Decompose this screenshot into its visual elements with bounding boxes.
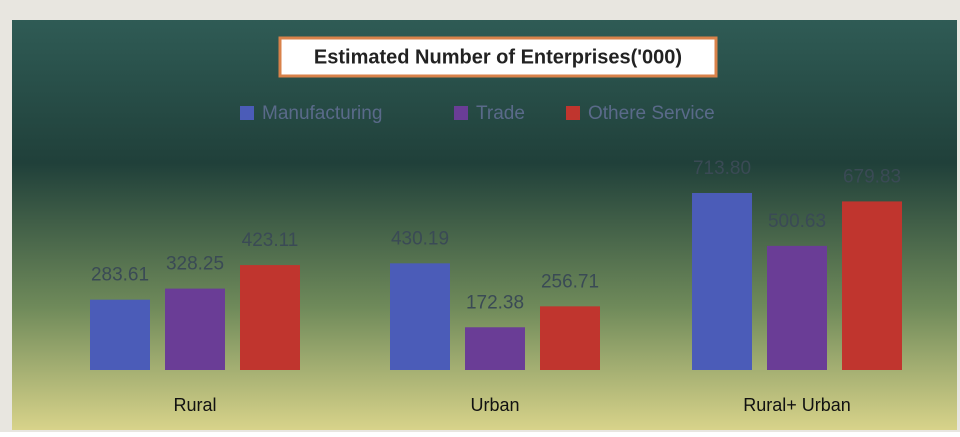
chart-title: Estimated Number of Enterprises('000) [314,46,682,68]
bar [240,265,300,370]
x-tick-label: Urban [470,395,519,415]
bar [842,201,902,370]
data-label: 256.71 [541,271,599,292]
bar [390,263,450,370]
data-label: 328.25 [166,254,224,275]
bar [165,288,225,370]
data-label: 500.63 [768,211,826,232]
legend-label: Othere Service [588,103,715,124]
legend-label: Trade [476,103,525,124]
data-label: 172.38 [466,292,524,313]
bar [465,327,525,370]
data-label: 430.19 [391,228,449,249]
bar [692,193,752,370]
data-label: 713.80 [693,158,751,179]
bar [767,245,827,370]
bar [90,299,150,370]
title-box [278,36,718,78]
bar [540,306,600,370]
legend-swatch [566,106,580,120]
data-label: 679.83 [843,166,901,187]
legend-swatch [240,106,254,120]
legend-label: Manufacturing [262,103,382,124]
legend-swatch [454,106,468,120]
x-tick-label: Rural [173,395,216,415]
x-tick-label: Rural+ Urban [743,395,851,415]
data-label: 283.61 [91,265,149,286]
data-label: 423.11 [242,230,299,251]
